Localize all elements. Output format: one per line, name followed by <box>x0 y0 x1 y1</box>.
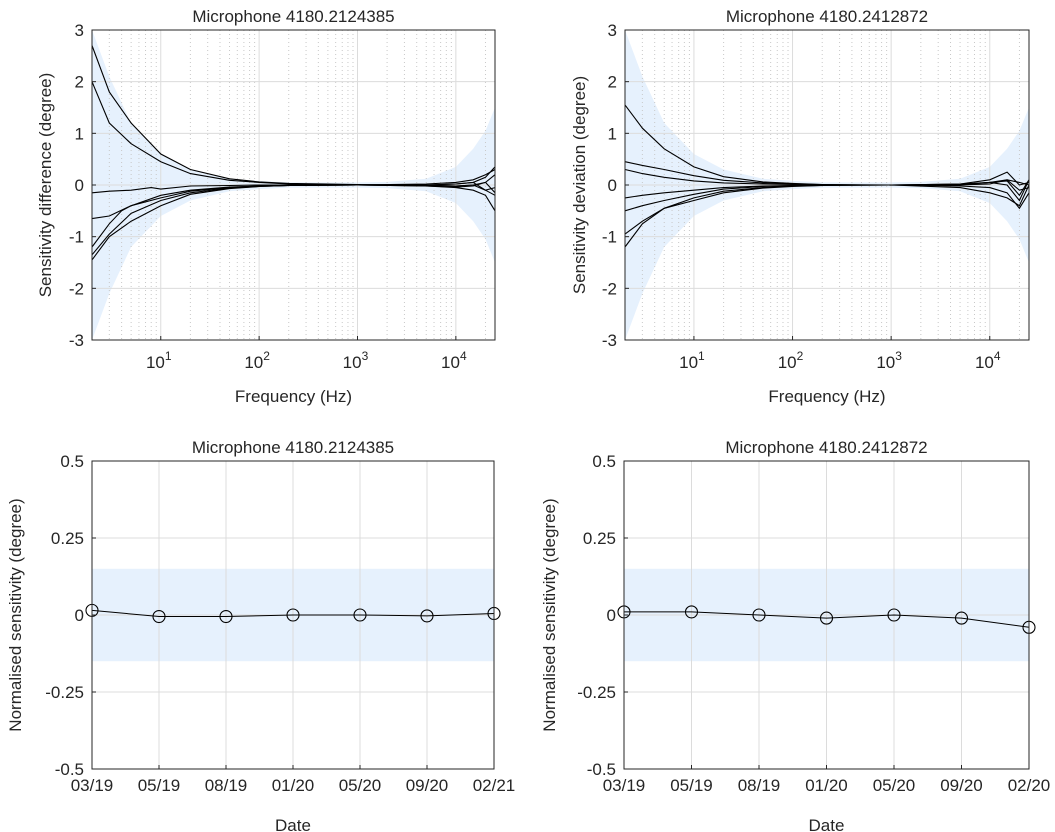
series-line-7 <box>624 184 1030 248</box>
x-tick-label: 09/20 <box>406 776 449 795</box>
series-line-3 <box>91 181 496 194</box>
x-tick-label: 03/19 <box>71 776 114 795</box>
data-point <box>286 608 300 622</box>
y-axis-label: Sensitivity deviation (degree) <box>570 76 589 294</box>
x-tick-label: 101 <box>679 349 705 372</box>
x-tick-label: 102 <box>244 349 270 372</box>
y-axis-label: Normalised sensitivity (degree) <box>540 498 559 731</box>
x-axis-label: Frequency (Hz) <box>768 387 885 406</box>
y-tick-label: -2 <box>602 279 617 298</box>
y-tick-label: 0.5 <box>60 452 84 471</box>
data-point <box>219 609 233 624</box>
data-point <box>752 608 766 622</box>
x-tick-label: 09/20 <box>940 776 983 795</box>
x-axis-label: Date <box>275 816 311 832</box>
y-tick-label: 0 <box>75 176 84 195</box>
y-tick-label: -0.5 <box>587 760 616 779</box>
chart-title: Microphone 4180.2412872 <box>726 7 928 26</box>
plot-area <box>624 29 1030 341</box>
x-tick-label: 05/19 <box>138 776 181 795</box>
y-tick-label: -0.5 <box>55 760 84 779</box>
series-line-7 <box>91 184 496 261</box>
y-tick-label: 0.5 <box>592 452 616 471</box>
y-tick-label: 1 <box>608 124 617 143</box>
data-point <box>353 608 367 622</box>
series-line <box>624 611 1030 628</box>
x-tick-label: 103 <box>876 349 902 372</box>
x-tick-label: 104 <box>975 349 1001 372</box>
x-tick-label: 101 <box>146 349 172 372</box>
series-line <box>91 609 495 617</box>
x-tick-label: 05/19 <box>670 776 713 795</box>
plot-area <box>85 460 501 770</box>
y-tick-label: 0 <box>75 606 84 625</box>
y-tick-label: 3 <box>75 21 84 40</box>
x-tick-label: 03/19 <box>603 776 646 795</box>
y-axis-label: Normalised sensitivity (degree) <box>6 498 25 731</box>
y-tick-label: -2 <box>69 279 84 298</box>
y-tick-label: 0.25 <box>583 529 616 548</box>
frequency-panel-1: Microphone 4180.2124385 Frequency (Hz) S… <box>36 7 496 406</box>
data-point <box>152 609 166 624</box>
y-tick-label: -1 <box>69 228 84 247</box>
x-tick-label: 05/20 <box>339 776 382 795</box>
y-tick-label: -3 <box>69 331 84 350</box>
plot-area <box>617 460 1036 770</box>
y-tick-label: 2 <box>608 73 617 92</box>
y-tick-label: 0 <box>607 606 616 625</box>
y-tick-label: -0.25 <box>577 683 616 702</box>
x-tick-label: 08/19 <box>205 776 248 795</box>
y-tick-label: 1 <box>75 124 84 143</box>
x-axis-label: Date <box>809 816 845 832</box>
x-axis-label: Frequency (Hz) <box>235 387 352 406</box>
y-tick-label: -0.25 <box>45 683 84 702</box>
x-tick-label: 103 <box>343 349 369 372</box>
y-tick-label: 2 <box>75 73 84 92</box>
x-tick-label: 08/19 <box>738 776 781 795</box>
x-tick-label: 02/20 <box>1008 776 1051 795</box>
y-tick-label: -3 <box>602 331 617 350</box>
x-tick-label: 01/20 <box>805 776 848 795</box>
data-point <box>954 611 969 625</box>
y-tick-label: -1 <box>602 228 617 247</box>
chart-title: Microphone 4180.2412872 <box>725 438 927 457</box>
data-point <box>420 609 434 623</box>
date-panel-2: Microphone 4180.2412872 Date Normalised … <box>540 438 1050 832</box>
chart-title: Microphone 4180.2124385 <box>192 7 394 26</box>
x-tick-label: 05/20 <box>873 776 916 795</box>
date-panel-1: Microphone 4180.2124385 Date Normalised … <box>6 438 515 832</box>
data-point <box>819 611 834 625</box>
x-tick-label: 02/21 <box>473 776 516 795</box>
y-tick-label: 0.25 <box>51 529 84 548</box>
x-tick-label: 01/20 <box>272 776 315 795</box>
y-axis-label: Sensitivity difference (degree) <box>36 73 55 298</box>
plot-area <box>91 29 496 341</box>
chart-title: Microphone 4180.2124385 <box>192 438 394 457</box>
y-tick-label: 0 <box>608 176 617 195</box>
data-point <box>887 608 901 622</box>
x-tick-label: 104 <box>441 349 467 372</box>
data-point <box>684 605 699 619</box>
frequency-panel-2: Microphone 4180.2412872 Frequency (Hz) S… <box>570 7 1030 406</box>
y-tick-label: 3 <box>608 21 617 40</box>
x-tick-label: 102 <box>778 349 804 372</box>
